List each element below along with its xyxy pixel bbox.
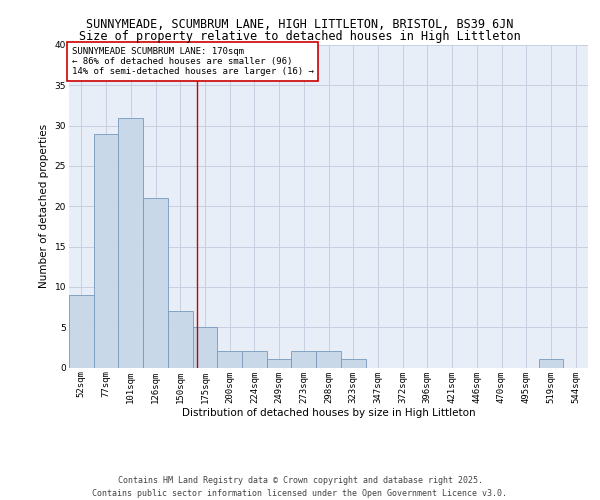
Bar xyxy=(217,352,242,368)
Bar xyxy=(94,134,118,368)
Bar xyxy=(118,118,143,368)
Bar xyxy=(168,311,193,368)
Bar xyxy=(316,352,341,368)
X-axis label: Distribution of detached houses by size in High Littleton: Distribution of detached houses by size … xyxy=(182,408,475,418)
Bar xyxy=(539,360,563,368)
Text: SUNNYMEADE, SCUMBRUM LANE, HIGH LITTLETON, BRISTOL, BS39 6JN: SUNNYMEADE, SCUMBRUM LANE, HIGH LITTLETO… xyxy=(86,18,514,30)
Y-axis label: Number of detached properties: Number of detached properties xyxy=(39,124,49,288)
Bar xyxy=(69,295,94,368)
Bar xyxy=(143,198,168,368)
Bar xyxy=(292,352,316,368)
Text: SUNNYMEADE SCUMBRUM LANE: 170sqm
← 86% of detached houses are smaller (96)
14% o: SUNNYMEADE SCUMBRUM LANE: 170sqm ← 86% o… xyxy=(71,46,313,76)
Bar xyxy=(242,352,267,368)
Bar xyxy=(341,360,365,368)
Text: Size of property relative to detached houses in High Littleton: Size of property relative to detached ho… xyxy=(79,30,521,43)
Text: Contains HM Land Registry data © Crown copyright and database right 2025.
Contai: Contains HM Land Registry data © Crown c… xyxy=(92,476,508,498)
Bar xyxy=(267,360,292,368)
Bar xyxy=(193,327,217,368)
